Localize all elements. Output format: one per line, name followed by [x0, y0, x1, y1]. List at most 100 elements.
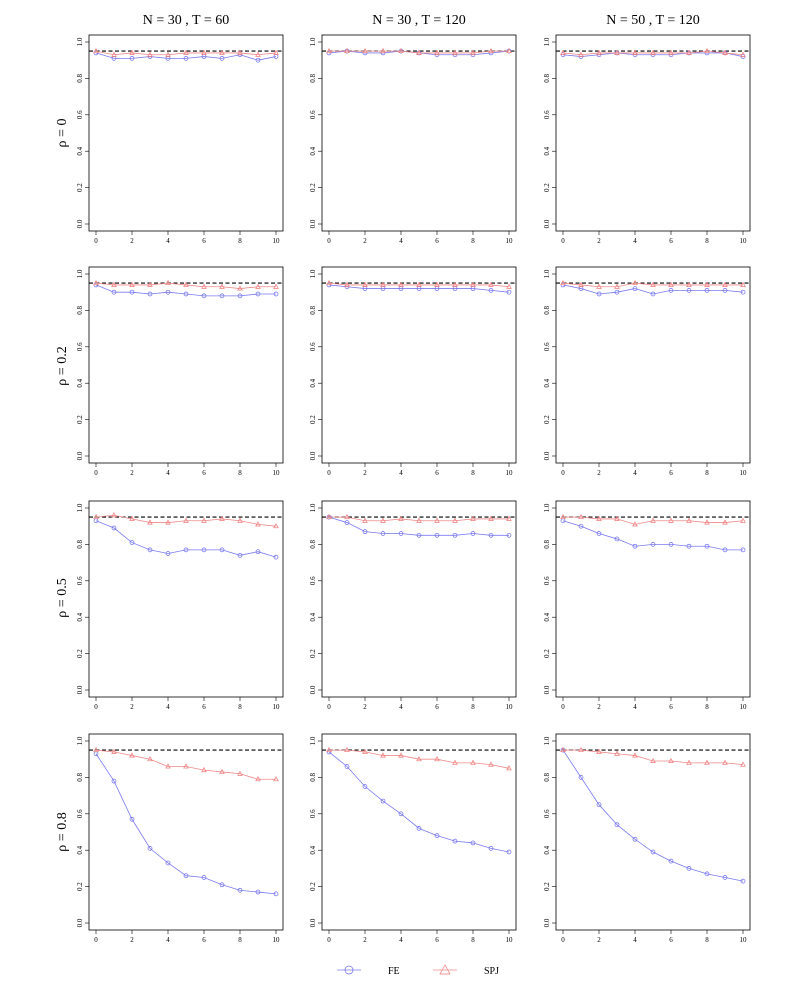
spj-series-line [329, 516, 509, 522]
fe-point [470, 531, 476, 536]
spj-point [183, 517, 189, 523]
column-title-3: N = 50 , T = 120 [606, 13, 699, 28]
spj-point [704, 519, 710, 525]
fe-point [398, 811, 404, 817]
spj-point [560, 49, 566, 55]
x-tick-label: 6 [669, 703, 673, 711]
spj-point [650, 757, 656, 763]
fe-point [452, 532, 458, 538]
spj-point [722, 281, 728, 287]
fe-point [722, 875, 728, 880]
spj-point [614, 750, 620, 756]
x-tick-label: 0 [327, 237, 331, 245]
spj-point [416, 49, 422, 55]
spj-point [740, 51, 746, 57]
spj-point [380, 281, 386, 287]
legend-spj-marker [439, 964, 451, 975]
panel-r1-c2: 0.0 0.2 0.4 0.6 0.8 1.0 0 2 4 6 8 10 [309, 34, 517, 245]
y-tick-label: 0.8 [76, 74, 84, 83]
spj-point [740, 517, 746, 523]
x-tick-label: 0 [561, 237, 565, 245]
spj-point [183, 49, 189, 55]
plot-frame [88, 266, 284, 464]
spj-point [201, 283, 207, 289]
fe-point [740, 547, 746, 553]
spj-point [506, 515, 512, 521]
fe-series-line [95, 753, 277, 895]
spj-point [344, 513, 350, 520]
x-tick-label: 4 [166, 469, 170, 477]
spj-point [201, 49, 207, 55]
x-tick-label: 4 [633, 237, 637, 245]
spj-point [578, 746, 584, 753]
y-tick-label: 0.4 [309, 146, 317, 155]
spj-series-line [562, 282, 743, 288]
spj-point [255, 776, 261, 782]
fe-point [147, 291, 153, 297]
panel-r3-c2: 0.0 0.2 0.4 0.6 0.8 1.0 0 2 4 6 8 10 [309, 500, 517, 711]
fe-point [578, 523, 584, 529]
fe-point [165, 289, 171, 295]
spj-point [111, 748, 117, 754]
spj-point [686, 517, 692, 523]
plot-frame [321, 733, 517, 931]
fe-point [596, 291, 602, 297]
fe-point [704, 871, 710, 877]
legend-spj-label: SPJ [484, 966, 499, 977]
fe-point [362, 529, 368, 535]
fe-point [183, 291, 189, 297]
y-tick-label: 0.6 [309, 576, 317, 585]
fe-point [237, 552, 243, 558]
panel-r2-c3: 0.0 0.2 0.4 0.6 0.8 1.0 0 2 4 6 8 10 [543, 266, 751, 477]
spj-point [434, 517, 440, 523]
fe-point [704, 543, 710, 549]
spj-point [255, 521, 261, 527]
spj-point [434, 49, 440, 55]
spj-point [111, 512, 117, 518]
fe-point [183, 56, 189, 61]
fe-point [632, 543, 638, 549]
spj-point [686, 281, 692, 287]
spj-point [362, 517, 368, 523]
x-tick-label: 2 [597, 469, 601, 477]
y-tick-label: 0.4 [543, 378, 551, 387]
y-tick-label: 0.6 [543, 110, 551, 119]
spj-point [596, 283, 602, 289]
x-tick-label: 6 [202, 936, 206, 944]
y-tick-label: 0.0 [309, 918, 317, 927]
y-tick-label: 0.4 [543, 146, 551, 155]
spj-point [416, 517, 422, 523]
y-tick-label: 0.8 [543, 773, 551, 782]
legend: FE SPJ [337, 964, 499, 977]
spj-point [398, 47, 404, 54]
y-tick-label: 0.2 [543, 415, 551, 424]
y-tick-label: 0.6 [309, 110, 317, 119]
fe-series-line [562, 520, 743, 551]
x-tick-label: 10 [740, 936, 748, 944]
y-tick-label: 0.2 [543, 882, 551, 891]
spj-series-line [329, 749, 510, 769]
y-tick-label: 0.8 [543, 74, 551, 83]
fe-point [201, 547, 207, 553]
spj-point [129, 281, 135, 287]
plot-frame [88, 500, 284, 698]
spj-series-line [328, 282, 510, 288]
y-tick-label: 1.0 [309, 269, 317, 278]
x-tick-label: 2 [597, 237, 601, 245]
x-tick-label: 10 [740, 703, 748, 711]
spj-point [452, 49, 458, 55]
y-tick-label: 0.6 [543, 809, 551, 818]
y-tick-label: 0.4 [309, 612, 317, 621]
y-tick-label: 0.4 [309, 845, 317, 854]
spj-point [165, 51, 171, 57]
x-tick-label: 6 [435, 469, 439, 477]
x-tick-label: 0 [561, 703, 565, 711]
y-tick-label: 0.8 [76, 306, 84, 315]
fe-point [668, 858, 674, 864]
spj-series-line [329, 50, 509, 54]
spj-point [255, 283, 261, 289]
y-tick-label: 0.2 [76, 649, 84, 658]
spj-point [111, 281, 117, 287]
fe-point [470, 840, 476, 846]
fe-point [255, 549, 261, 555]
